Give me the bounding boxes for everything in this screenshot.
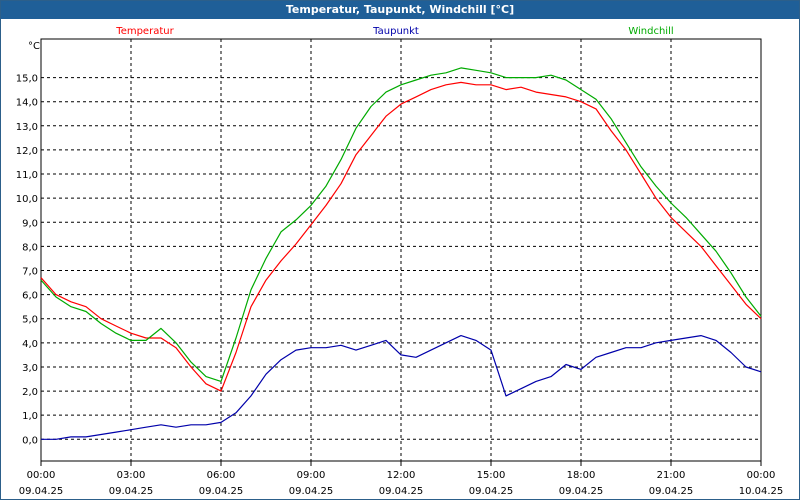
x-tick-time-label: 06:00 — [207, 470, 236, 481]
y-tick-label: 12,0 — [16, 146, 38, 157]
y-tick-label: 10,0 — [16, 194, 38, 205]
x-tick-time-label: 12:00 — [387, 470, 416, 481]
series-line-windchill — [40, 67, 762, 382]
x-tick-date-label: 09.04.25 — [289, 486, 334, 497]
y-tick-label: 2,0 — [22, 387, 38, 398]
legend-taupunkt: Taupunkt — [372, 26, 419, 37]
y-tick-label: 9,0 — [22, 218, 38, 229]
y-tick-label: 15,0 — [16, 74, 38, 85]
y-tick-label: 1,0 — [22, 411, 38, 422]
x-tick-date-label: 09.04.25 — [379, 486, 424, 497]
y-tick-label: 8,0 — [22, 242, 38, 253]
x-tick-date-label: 09.04.25 — [19, 486, 64, 497]
legend-temperatur: Temperatur — [115, 26, 174, 37]
legend-windchill: Windchill — [628, 26, 673, 37]
x-tick-date-label: 10.04.25 — [739, 486, 784, 497]
series-line-taupunkt — [41, 335, 762, 440]
series-line-temperatur — [40, 81, 762, 392]
x-tick-time-label: 18:00 — [567, 470, 596, 481]
y-tick-label: 7,0 — [22, 266, 38, 277]
y-tick-label: 11,0 — [16, 170, 38, 181]
x-tick-date-label: 09.04.25 — [109, 486, 154, 497]
y-tick-label: 4,0 — [22, 339, 38, 350]
y-axis-label: °C — [28, 41, 40, 52]
x-tick-time-label: 21:00 — [657, 470, 686, 481]
x-tick-time-label: 00:00 — [747, 470, 776, 481]
x-tick-time-label: 00:00 — [27, 470, 56, 481]
x-tick-time-label: 03:00 — [117, 470, 146, 481]
x-tick-date-label: 09.04.25 — [649, 486, 694, 497]
y-tick-label: 0,0 — [22, 435, 38, 446]
y-tick-label: 5,0 — [22, 315, 38, 326]
x-tick-date-label: 09.04.25 — [469, 486, 514, 497]
y-tick-label: 6,0 — [22, 291, 38, 302]
x-tick-time-label: 15:00 — [477, 470, 506, 481]
x-tick-date-label: 09.04.25 — [559, 486, 604, 497]
x-tick-date-label: 09.04.25 — [199, 486, 244, 497]
y-tick-label: 13,0 — [16, 122, 38, 133]
window-title: Temperatur, Taupunkt, Windchill [°C] — [1, 1, 799, 19]
x-tick-time-label: 09:00 — [297, 470, 326, 481]
y-tick-label: 14,0 — [16, 98, 38, 109]
y-tick-label: 3,0 — [22, 363, 38, 374]
